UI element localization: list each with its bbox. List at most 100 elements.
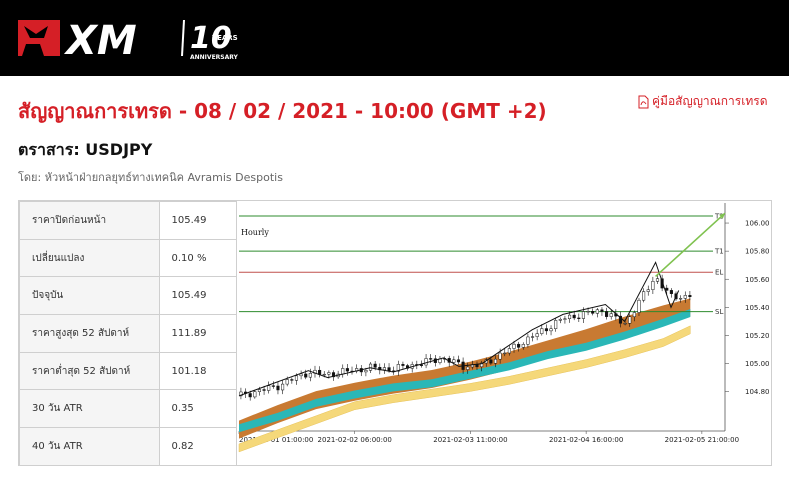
table-row: ปัจจุบัน 105.49 xyxy=(19,276,237,316)
candle-body xyxy=(683,295,687,299)
author-line: โดย: หัวหน้าฝ่ายกลยุทธ์ทางเทคนิค Avramis… xyxy=(18,171,283,184)
anniversary-number: 10 xyxy=(190,21,232,56)
candle-body xyxy=(318,369,322,375)
table-row: ราคาต่ำสุด 52 สัปดาห์ 101.18 xyxy=(19,351,237,391)
level-label-t1: T1 xyxy=(714,248,724,256)
candle-body xyxy=(267,385,271,391)
candle-body xyxy=(424,358,428,366)
table-row: 30 วัน ATR 0.35 xyxy=(19,389,237,429)
y-tick-label: 105.80 xyxy=(745,248,770,256)
candle-body xyxy=(595,309,599,314)
x-tick-label: 2021-02-03 11:00:00 xyxy=(433,436,507,444)
candle-body xyxy=(526,336,530,345)
candle-body xyxy=(304,373,308,378)
stat-label: 40 วัน ATR xyxy=(19,427,160,466)
anniversary-sub: ANNIVERSARY xyxy=(190,54,239,61)
candle-body xyxy=(248,393,252,398)
projection-arrow-head xyxy=(719,213,725,219)
stat-value: 111.89 xyxy=(158,314,237,353)
candle-body xyxy=(563,318,567,320)
candle-body xyxy=(549,328,553,332)
candle-body xyxy=(345,368,349,372)
candle-body xyxy=(285,379,289,385)
x-tick-label: 2021-02-04 16:00:00 xyxy=(549,436,623,444)
candle-body xyxy=(660,278,664,289)
stat-label: ปัจจุบัน xyxy=(19,276,160,316)
x-tick-label: 2021-02-02 06:00:00 xyxy=(318,436,392,444)
stat-label: ราคาปิดก่อนหน้า xyxy=(19,201,160,240)
stat-value: 0.35 xyxy=(158,389,237,429)
candle-body xyxy=(262,389,266,391)
candle-body xyxy=(480,362,484,368)
candle-body xyxy=(308,372,312,378)
candle-body xyxy=(271,385,275,387)
price-chart: Hourly 104.80 105.00 105.20 105.40 105.60 105.… xyxy=(237,201,771,465)
level-label-el: EL xyxy=(715,269,723,277)
projection-arrow-line xyxy=(655,212,726,278)
candle-body xyxy=(581,311,585,319)
y-tick-label: 106.00 xyxy=(745,220,770,228)
anniversary-word: YEARS xyxy=(211,34,238,42)
candle-body xyxy=(419,364,423,366)
stat-label: เปลี่ยนแปลง xyxy=(19,238,160,278)
candle-body xyxy=(521,344,525,348)
stat-label: ราคาสูงสุด 52 สัปดาห์ xyxy=(19,314,160,353)
price-chart-svg: Hourly 104.80 105.00 105.20 105.40 105.60 105.… xyxy=(238,203,770,453)
header-bar: XM 10 YEARS ANNIVERSARY xyxy=(0,0,789,76)
page-title: สัญญาณการเทรด - 08 / 02 / 2021 - 10:00 (… xyxy=(18,99,547,123)
timeframe-label: Hourly xyxy=(241,228,269,237)
candle-body xyxy=(642,291,646,301)
candle-body xyxy=(665,287,669,291)
stat-value: 0.82 xyxy=(158,427,237,466)
x-tick-label: 2021-02-05 21:00:00 xyxy=(665,436,739,444)
candle-body xyxy=(299,373,303,377)
level-label-t2: T2 xyxy=(714,213,724,221)
candle-body xyxy=(493,358,498,364)
candle-body xyxy=(517,343,521,348)
candle-body xyxy=(646,289,650,292)
table-row: ราคาปิดก่อนหน้า 105.49 xyxy=(19,201,237,240)
signal-guide-label[interactable]: คู่มือสัญญาณการเทรด xyxy=(652,94,768,108)
candle-body xyxy=(507,348,511,354)
y-tick-label: 105.20 xyxy=(745,332,770,340)
candle-body xyxy=(373,363,377,368)
candle-body xyxy=(294,375,299,381)
candle-body xyxy=(623,322,627,325)
candle-body xyxy=(239,391,243,397)
candle-body xyxy=(530,336,535,338)
table-row: 40 วัน ATR 0.82 xyxy=(19,427,237,466)
candle-body xyxy=(618,315,623,324)
candle-body xyxy=(341,368,345,375)
y-tick-label: 104.80 xyxy=(745,388,770,396)
signal-panel: ราคาปิดก่อนหน้า 105.49 เปลี่ยนแปลง 0.10 … xyxy=(18,200,772,466)
candle-body xyxy=(368,363,373,371)
stat-label: ราคาต่ำสุด 52 สัปดาห์ xyxy=(19,351,160,391)
candle-body xyxy=(609,313,613,317)
candle-body xyxy=(628,316,632,324)
candle-body xyxy=(364,370,368,373)
stat-label: 30 วัน ATR xyxy=(19,389,160,429)
stat-value: 105.49 xyxy=(158,201,237,240)
candle-body xyxy=(632,312,636,318)
candle-body xyxy=(327,372,331,375)
candle-body xyxy=(466,366,470,370)
candle-body xyxy=(591,311,595,314)
candle-body xyxy=(396,364,400,372)
candle-body xyxy=(577,317,581,319)
y-tick-label: 105.60 xyxy=(745,276,770,284)
stat-value: 101.18 xyxy=(158,351,237,391)
candle-body xyxy=(558,319,562,321)
candle-body xyxy=(669,290,673,294)
candle-body xyxy=(679,298,683,300)
signal-guide-link[interactable]: คู่มือสัญญาณการเทรด xyxy=(638,92,768,111)
candle-body xyxy=(382,367,386,371)
candle-body xyxy=(429,358,433,360)
xm-logo[interactable]: XM 10 YEARS ANNIVERSARY xyxy=(14,14,254,62)
candle-body xyxy=(452,359,456,363)
candle-body xyxy=(600,309,604,312)
candle-body xyxy=(387,367,391,372)
candle-body xyxy=(572,314,576,319)
candle-body xyxy=(322,373,326,376)
candle-body xyxy=(281,383,285,391)
candle-body xyxy=(554,320,558,329)
